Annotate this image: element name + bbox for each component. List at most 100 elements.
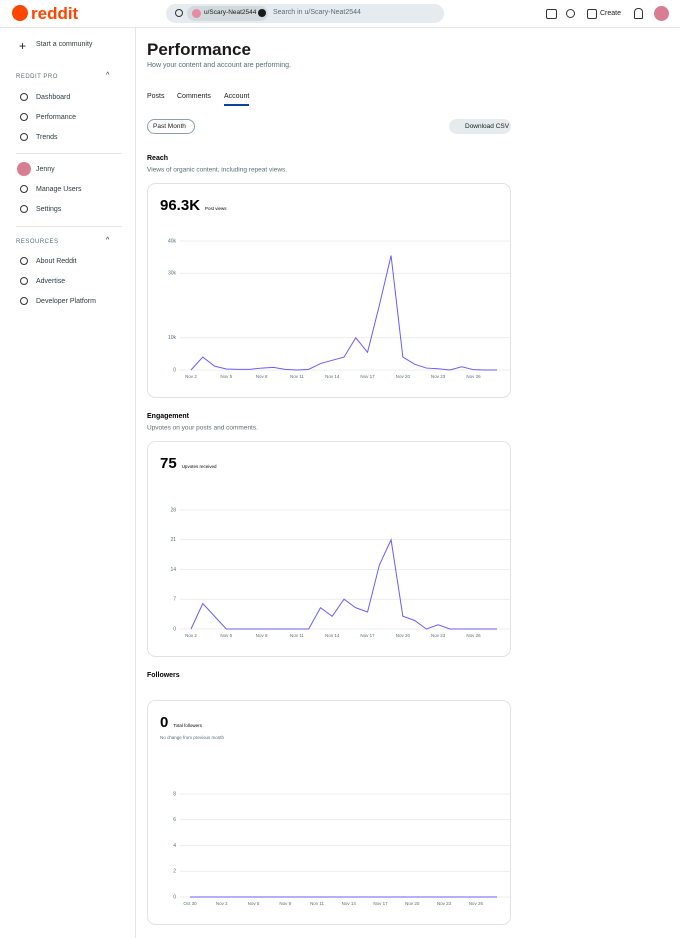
logo[interactable]: reddit	[31, 4, 79, 23]
y-tick-label: 10k	[168, 335, 177, 341]
card	[147, 700, 511, 925]
x-tick-label: Nov 26	[466, 633, 481, 638]
x-tick-label: Nov 20	[396, 374, 411, 379]
x-tick-label: Nov 5	[220, 374, 232, 379]
y-tick-label: 40k	[168, 238, 177, 244]
create-icon[interactable]	[587, 9, 597, 19]
dashboard-icon	[20, 93, 28, 101]
x-tick-label: Nov 8	[279, 901, 291, 906]
section-title[interactable]: RESOURCES	[16, 239, 59, 245]
nav-item[interactable]: About Reddit	[36, 258, 77, 265]
card	[147, 183, 511, 398]
top-bar: reddit u/Scary-Neat2544 Search in u/Scar…	[0, 0, 680, 28]
x-tick-label: Nov 8	[256, 374, 268, 379]
x-tick-label: Nov 11	[290, 374, 304, 379]
tab[interactable]: Comments	[177, 93, 211, 100]
section-subtitle: Views of organic content, including repe…	[147, 167, 287, 174]
y-tick-label: 28	[170, 507, 176, 513]
x-tick-label: Nov 5	[248, 901, 260, 906]
card	[147, 441, 511, 657]
section-title: Followers	[147, 672, 180, 679]
page-subtitle: How your content and account are perform…	[147, 62, 291, 69]
tab[interactable]: Posts	[147, 93, 165, 100]
section-title[interactable]: REDDIT PRO	[16, 74, 58, 80]
search-icon	[175, 9, 183, 17]
y-tick-label: 21	[170, 537, 176, 543]
page-title: Performance	[147, 40, 251, 59]
shield-icon	[20, 185, 28, 193]
y-tick-label: 7	[173, 597, 176, 603]
x-tick-label: Nov 2	[185, 633, 197, 638]
ads-icon[interactable]	[546, 9, 557, 19]
start-community[interactable]: Start a community	[36, 41, 93, 48]
tab-active[interactable]: Account	[224, 93, 250, 106]
y-tick-label: 0	[173, 626, 176, 632]
summary-label: Upvotes received	[182, 464, 217, 469]
collapse-icon[interactable]: ^	[106, 72, 110, 79]
x-tick-label: Nov 5	[220, 633, 232, 638]
advertise-icon	[20, 277, 28, 285]
x-tick-label: Nov 23	[437, 901, 452, 906]
summary-label: Post views	[205, 206, 227, 211]
summary-value: 96.3K	[160, 197, 200, 214]
user-name[interactable]: Jenny	[36, 166, 55, 173]
user-avatar	[17, 162, 31, 176]
y-tick-label: 6	[173, 817, 176, 823]
nav-item[interactable]: Developer Platform	[36, 298, 96, 305]
x-tick-label: Nov 14	[342, 901, 357, 906]
x-tick-label: Nov 2	[216, 901, 228, 906]
divider	[16, 226, 122, 227]
summary-note: No change from previous month	[160, 735, 225, 740]
y-tick-label: 0	[173, 367, 176, 373]
x-tick-label: Nov 2	[185, 374, 197, 379]
nav-item[interactable]: Trends	[36, 134, 58, 141]
chip-avatar	[192, 9, 201, 18]
range-dropdown[interactable]: Past Month	[147, 119, 195, 134]
developer-icon	[20, 297, 28, 305]
sidebar: + Start a community REDDIT PRO ^ Dashboa…	[0, 28, 136, 938]
chip-clear[interactable]	[258, 9, 266, 17]
x-tick-label: Nov 17	[360, 374, 375, 379]
search-scope: u/Scary-Neat2544	[204, 9, 257, 16]
nav-item[interactable]: Performance	[36, 114, 77, 121]
divider	[16, 153, 122, 154]
line-series	[190, 255, 497, 371]
download-button[interactable]: Download CSV	[449, 119, 511, 134]
x-tick-label: Nov 23	[431, 374, 446, 379]
user-avatar[interactable]	[654, 6, 669, 21]
download-label: Download CSV	[465, 123, 510, 130]
create-button[interactable]: Create	[600, 10, 622, 17]
chat-icon[interactable]	[566, 9, 575, 18]
nav-item[interactable]: Manage Users	[36, 186, 82, 193]
y-tick-label: 8	[173, 791, 176, 797]
y-tick-label: 14	[170, 567, 176, 573]
x-tick-label: Nov 23	[431, 633, 446, 638]
x-tick-label: Nov 17	[360, 633, 375, 638]
performance-icon	[20, 113, 28, 121]
section-title: Reach	[147, 155, 168, 162]
search-scope-chip[interactable]: u/Scary-Neat2544	[187, 6, 268, 21]
y-tick-label: 2	[173, 869, 176, 875]
summary-label: Total followers	[173, 723, 202, 728]
trends-icon	[20, 133, 28, 141]
bell-icon[interactable]	[634, 8, 643, 19]
y-tick-label: 0	[173, 894, 176, 900]
settings-icon	[20, 205, 28, 213]
nav-item[interactable]: Settings	[36, 206, 62, 213]
section-subtitle: Upvotes on your posts and comments.	[147, 425, 258, 432]
x-tick-label: Nov 8	[256, 633, 268, 638]
summary-value: 0	[160, 714, 168, 731]
summary-value: 75	[160, 455, 177, 472]
collapse-icon[interactable]: ^	[106, 237, 110, 244]
search-bar[interactable]: u/Scary-Neat2544 Search in u/Scary-Neat2…	[166, 4, 444, 23]
logo-icon[interactable]	[12, 5, 28, 21]
nav-item[interactable]: Dashboard	[36, 94, 71, 101]
x-tick-label: Nov 20	[405, 901, 420, 906]
x-tick-label: Nov 17	[373, 901, 388, 906]
section-title: Engagement	[147, 413, 190, 420]
y-tick-label: 4	[173, 843, 176, 849]
nav-item[interactable]: Advertise	[36, 278, 66, 285]
plus-icon: +	[19, 39, 27, 53]
y-tick-label: 30k	[168, 271, 177, 277]
